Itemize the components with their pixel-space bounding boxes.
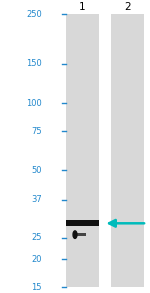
Text: 15: 15 xyxy=(32,283,42,292)
Bar xyxy=(75,234,86,236)
Text: 2: 2 xyxy=(124,1,131,12)
Circle shape xyxy=(73,231,77,239)
Text: 250: 250 xyxy=(26,10,42,19)
Bar xyxy=(111,14,144,287)
Text: 50: 50 xyxy=(32,166,42,175)
Text: 25: 25 xyxy=(32,233,42,242)
Text: 100: 100 xyxy=(26,99,42,108)
Bar xyxy=(66,14,99,287)
Text: 20: 20 xyxy=(32,255,42,264)
Text: 1: 1 xyxy=(79,1,86,12)
Bar xyxy=(66,220,99,226)
Text: 37: 37 xyxy=(31,195,42,204)
Text: 150: 150 xyxy=(26,59,42,69)
Text: 75: 75 xyxy=(31,127,42,136)
